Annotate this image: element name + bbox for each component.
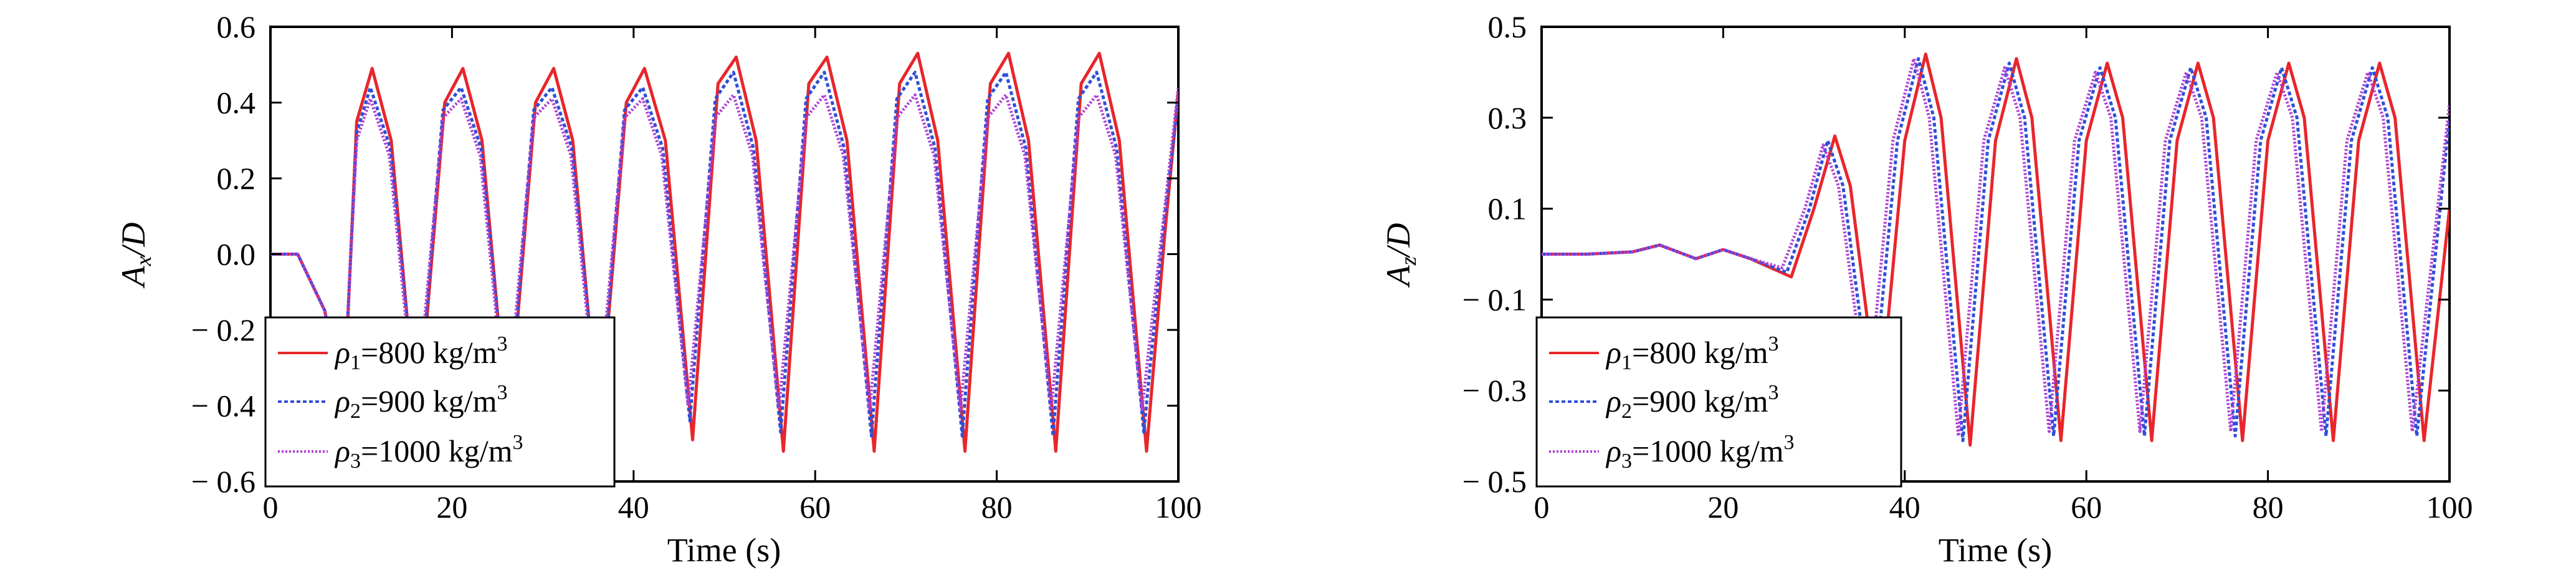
x-axis-title: Time (s) (667, 531, 781, 569)
series-line-rho3 (1542, 57, 2450, 438)
y-tick-label: 0.3 (1488, 100, 1527, 135)
legend-entry: ρ1=800 kg/m3 (1549, 332, 1778, 374)
y-tick-label: − 0.6 (191, 464, 255, 499)
x-tick-label: 60 (2071, 490, 2102, 524)
legend-label-rho2: ρ2=900 kg/m3 (334, 381, 507, 423)
y-tick-label: − 0.2 (191, 312, 255, 347)
y-tick-label: − 0.4 (191, 389, 255, 423)
series-layer (1542, 52, 2450, 447)
x-tick-label: 80 (981, 490, 1013, 524)
y-tick-label: 0.2 (217, 161, 256, 196)
x-tick-label: 0 (1534, 490, 1550, 524)
x-tick-label: 40 (618, 490, 649, 524)
legend-label-rho1: ρ1=800 kg/m3 (334, 332, 507, 374)
legend-entry: ρ2=900 kg/m3 (1549, 381, 1778, 423)
legend-label-rho2: ρ2=900 kg/m3 (1605, 381, 1778, 423)
y-axis-title: Az/D (1380, 223, 1421, 288)
tick-layer: 0 20 40 60 80 100 0.5 0.3 0.1 − 0.1 − 0.3 − 0.5 (1462, 9, 2473, 524)
legend: ρ1=800 kg/m3 ρ2=900 kg/m3 ρ3=1000 kg/m3 (1535, 316, 1902, 488)
legend-entry: ρ2=900 kg/m3 (278, 381, 507, 423)
legend-label-rho1: ρ1=800 kg/m3 (1605, 332, 1778, 374)
y-tick-label: − 0.3 (1462, 373, 1527, 408)
panel-ax: 0 20 40 60 80 1000.60.40.20.0− 0.2− 0.4− 0.6 … (115, 9, 1202, 569)
y-tick-label: 0.5 (1488, 9, 1527, 44)
panel-az: 0 20 40 60 80 100 0.5 0.3 0.1 − 0.1 − 0.3 − 0.5 Tim… (1380, 9, 2473, 569)
legend: ρ1=800 kg/m3 ρ2=900 kg/m3 ρ3=1000 kg/m3 (264, 316, 616, 488)
y-tick-label: 0.0 (217, 237, 256, 272)
y-tick-label: 0.4 (217, 85, 256, 120)
y-tick-label: 0.6 (217, 9, 256, 44)
legend-entry: ρ3=1000 kg/m3 (278, 431, 523, 473)
x-tick-label: 60 (799, 490, 831, 524)
legend-entry: ρ1=800 kg/m3 (278, 332, 507, 374)
y-tick-label: − 0.1 (1462, 282, 1527, 317)
x-tick-label: 80 (2253, 490, 2284, 524)
y-tick-label: − 0.5 (1462, 464, 1527, 499)
x-tick-label: 100 (2426, 490, 2473, 524)
y-axis-title: Ax/D (115, 223, 156, 289)
y-tick-label: 0.1 (1488, 191, 1527, 226)
legend-box (1535, 316, 1902, 488)
x-tick-label: 20 (436, 490, 467, 524)
legend-label-rho3: ρ3=1000 kg/m3 (334, 431, 523, 473)
x-tick-label: 100 (1155, 490, 1202, 524)
legend-entry: ρ3=1000 kg/m3 (1549, 431, 1794, 473)
legend-label-rho3: ρ3=1000 kg/m3 (1605, 431, 1794, 473)
x-tick-label: 20 (1707, 490, 1739, 524)
x-tick-label: 0 (263, 490, 279, 524)
tick-layer: 0 20 40 60 80 100 0.6 0.4 0.2 0.0 − 0.2 − 0.4 − 0.6 (191, 9, 1202, 524)
x-tick-label: 40 (1889, 490, 1920, 524)
series-line-rho2 (1542, 57, 2450, 442)
x-axis-title: Time (s) (1939, 531, 2053, 569)
